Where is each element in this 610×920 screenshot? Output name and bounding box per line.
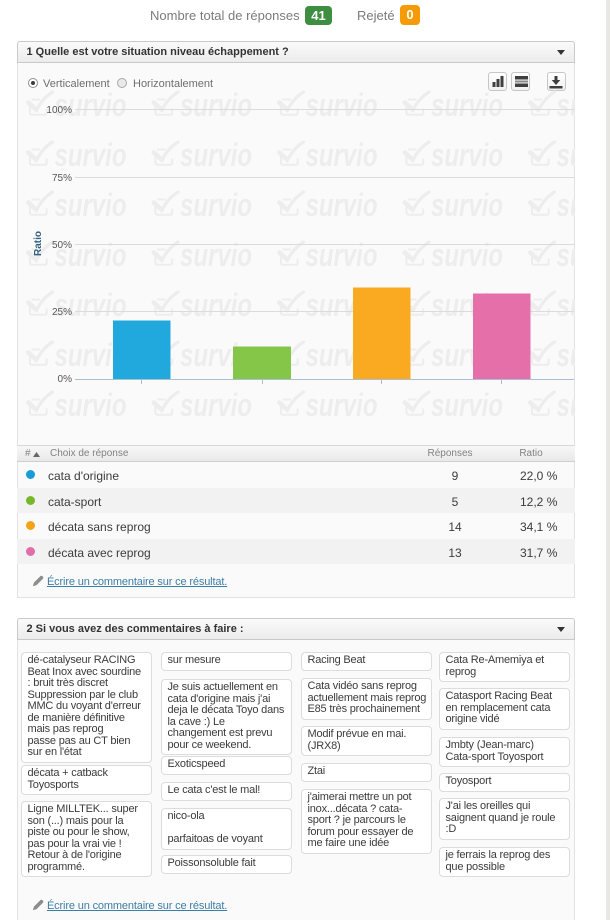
svg-text:25%: 25% — [52, 307, 72, 318]
svg-text:75%: 75% — [52, 173, 72, 184]
svg-text:50%: 50% — [52, 240, 72, 251]
svg-text:Ratio: Ratio — [33, 231, 44, 256]
svg-text:100%: 100% — [46, 105, 72, 116]
svg-text:0%: 0% — [58, 374, 73, 385]
